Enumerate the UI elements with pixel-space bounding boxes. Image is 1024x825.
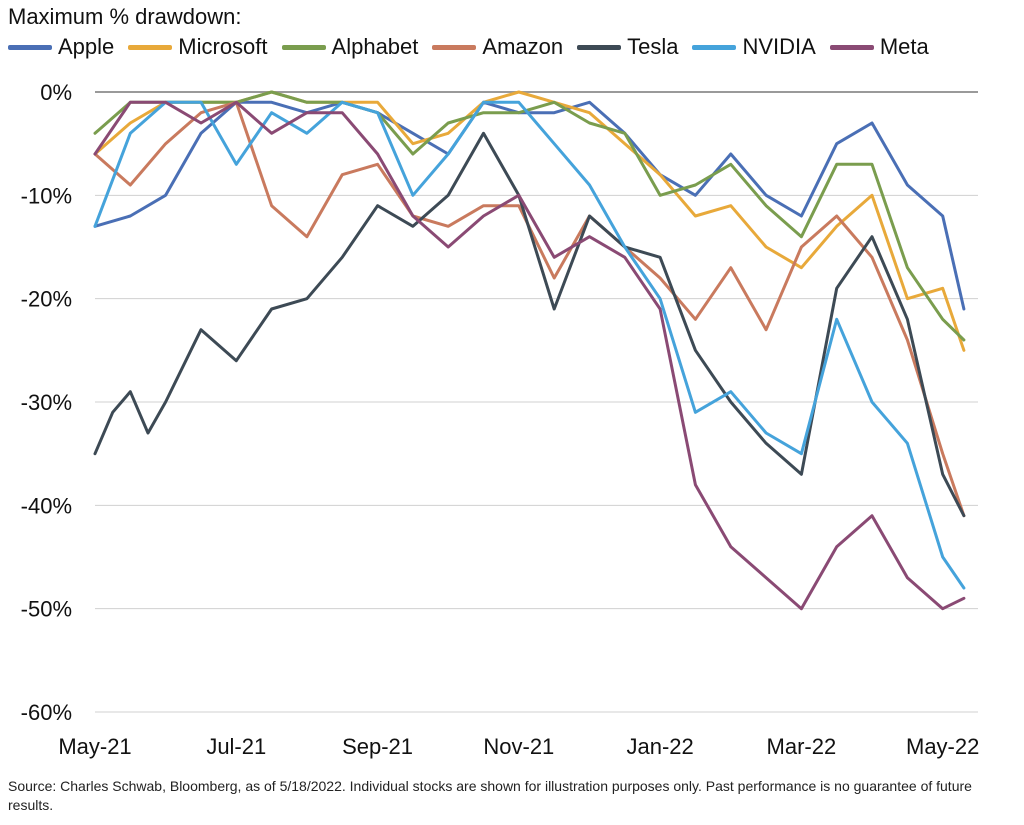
legend-swatch-microsoft — [128, 44, 173, 50]
legend-label-microsoft: Microsoft — [178, 34, 268, 59]
x-tick-label: Sep-21 — [342, 734, 413, 759]
y-tick-label: -40% — [21, 493, 72, 518]
y-tick-label: -20% — [21, 287, 72, 312]
x-tick-label: Mar-22 — [767, 734, 837, 759]
series-line-tesla — [93, 131, 966, 518]
chart-legend: Apple Microsoft Alphabet Amazon Tesla NV… — [8, 34, 943, 60]
legend-item-microsoft: Microsoft — [128, 34, 268, 60]
series-line-apple — [93, 100, 966, 311]
legend-swatch-meta — [829, 44, 874, 50]
legend-swatch-apple — [8, 44, 52, 50]
x-tick-label: May-21 — [58, 734, 131, 759]
legend-label-apple: Apple — [58, 34, 115, 59]
legend-item-tesla: Tesla — [577, 34, 678, 60]
series-line-alphabet — [93, 90, 966, 342]
x-tick-label: Nov-21 — [483, 734, 554, 759]
y-tick-label: -50% — [21, 597, 72, 622]
y-tick-label: -60% — [21, 700, 72, 725]
y-tick-label: 0% — [40, 80, 72, 105]
y-tick-label: -30% — [21, 390, 72, 415]
x-tick-label: May-22 — [906, 734, 979, 759]
legend-swatch-tesla — [577, 44, 622, 50]
legend-item-meta: Meta — [829, 34, 929, 60]
legend-item-alphabet: Alphabet — [281, 34, 419, 60]
legend-swatch-nvidia — [692, 44, 737, 50]
legend-label-meta: Meta — [879, 34, 929, 59]
chart-title: Maximum % drawdown: — [8, 4, 242, 29]
legend-item-nvidia: NVIDIA — [692, 34, 816, 60]
y-tick-label: -10% — [21, 183, 72, 208]
x-tick-label: Jul-21 — [206, 734, 266, 759]
series-line-nvidia — [93, 100, 966, 590]
series-line-amazon — [93, 100, 966, 518]
legend-label-alphabet: Alphabet — [331, 34, 419, 59]
series-line-meta — [93, 100, 966, 611]
legend-item-apple: Apple — [8, 34, 114, 60]
source-note: Source: Charles Schwab, Bloomberg, as of… — [8, 778, 972, 813]
legend-label-nvidia: NVIDIA — [742, 34, 816, 59]
drawdown-line-chart: 0% -10% -20% -30% -40% -50% -60% May-21 Jul-21 Se… — [21, 80, 980, 759]
legend-label-amazon: Amazon — [482, 34, 564, 59]
x-tick-label: Jan-22 — [626, 734, 693, 759]
legend-swatch-amazon — [432, 44, 477, 50]
legend-label-tesla: Tesla — [627, 34, 679, 59]
legend-item-amazon: Amazon — [432, 34, 563, 60]
legend-swatch-alphabet — [281, 44, 326, 50]
